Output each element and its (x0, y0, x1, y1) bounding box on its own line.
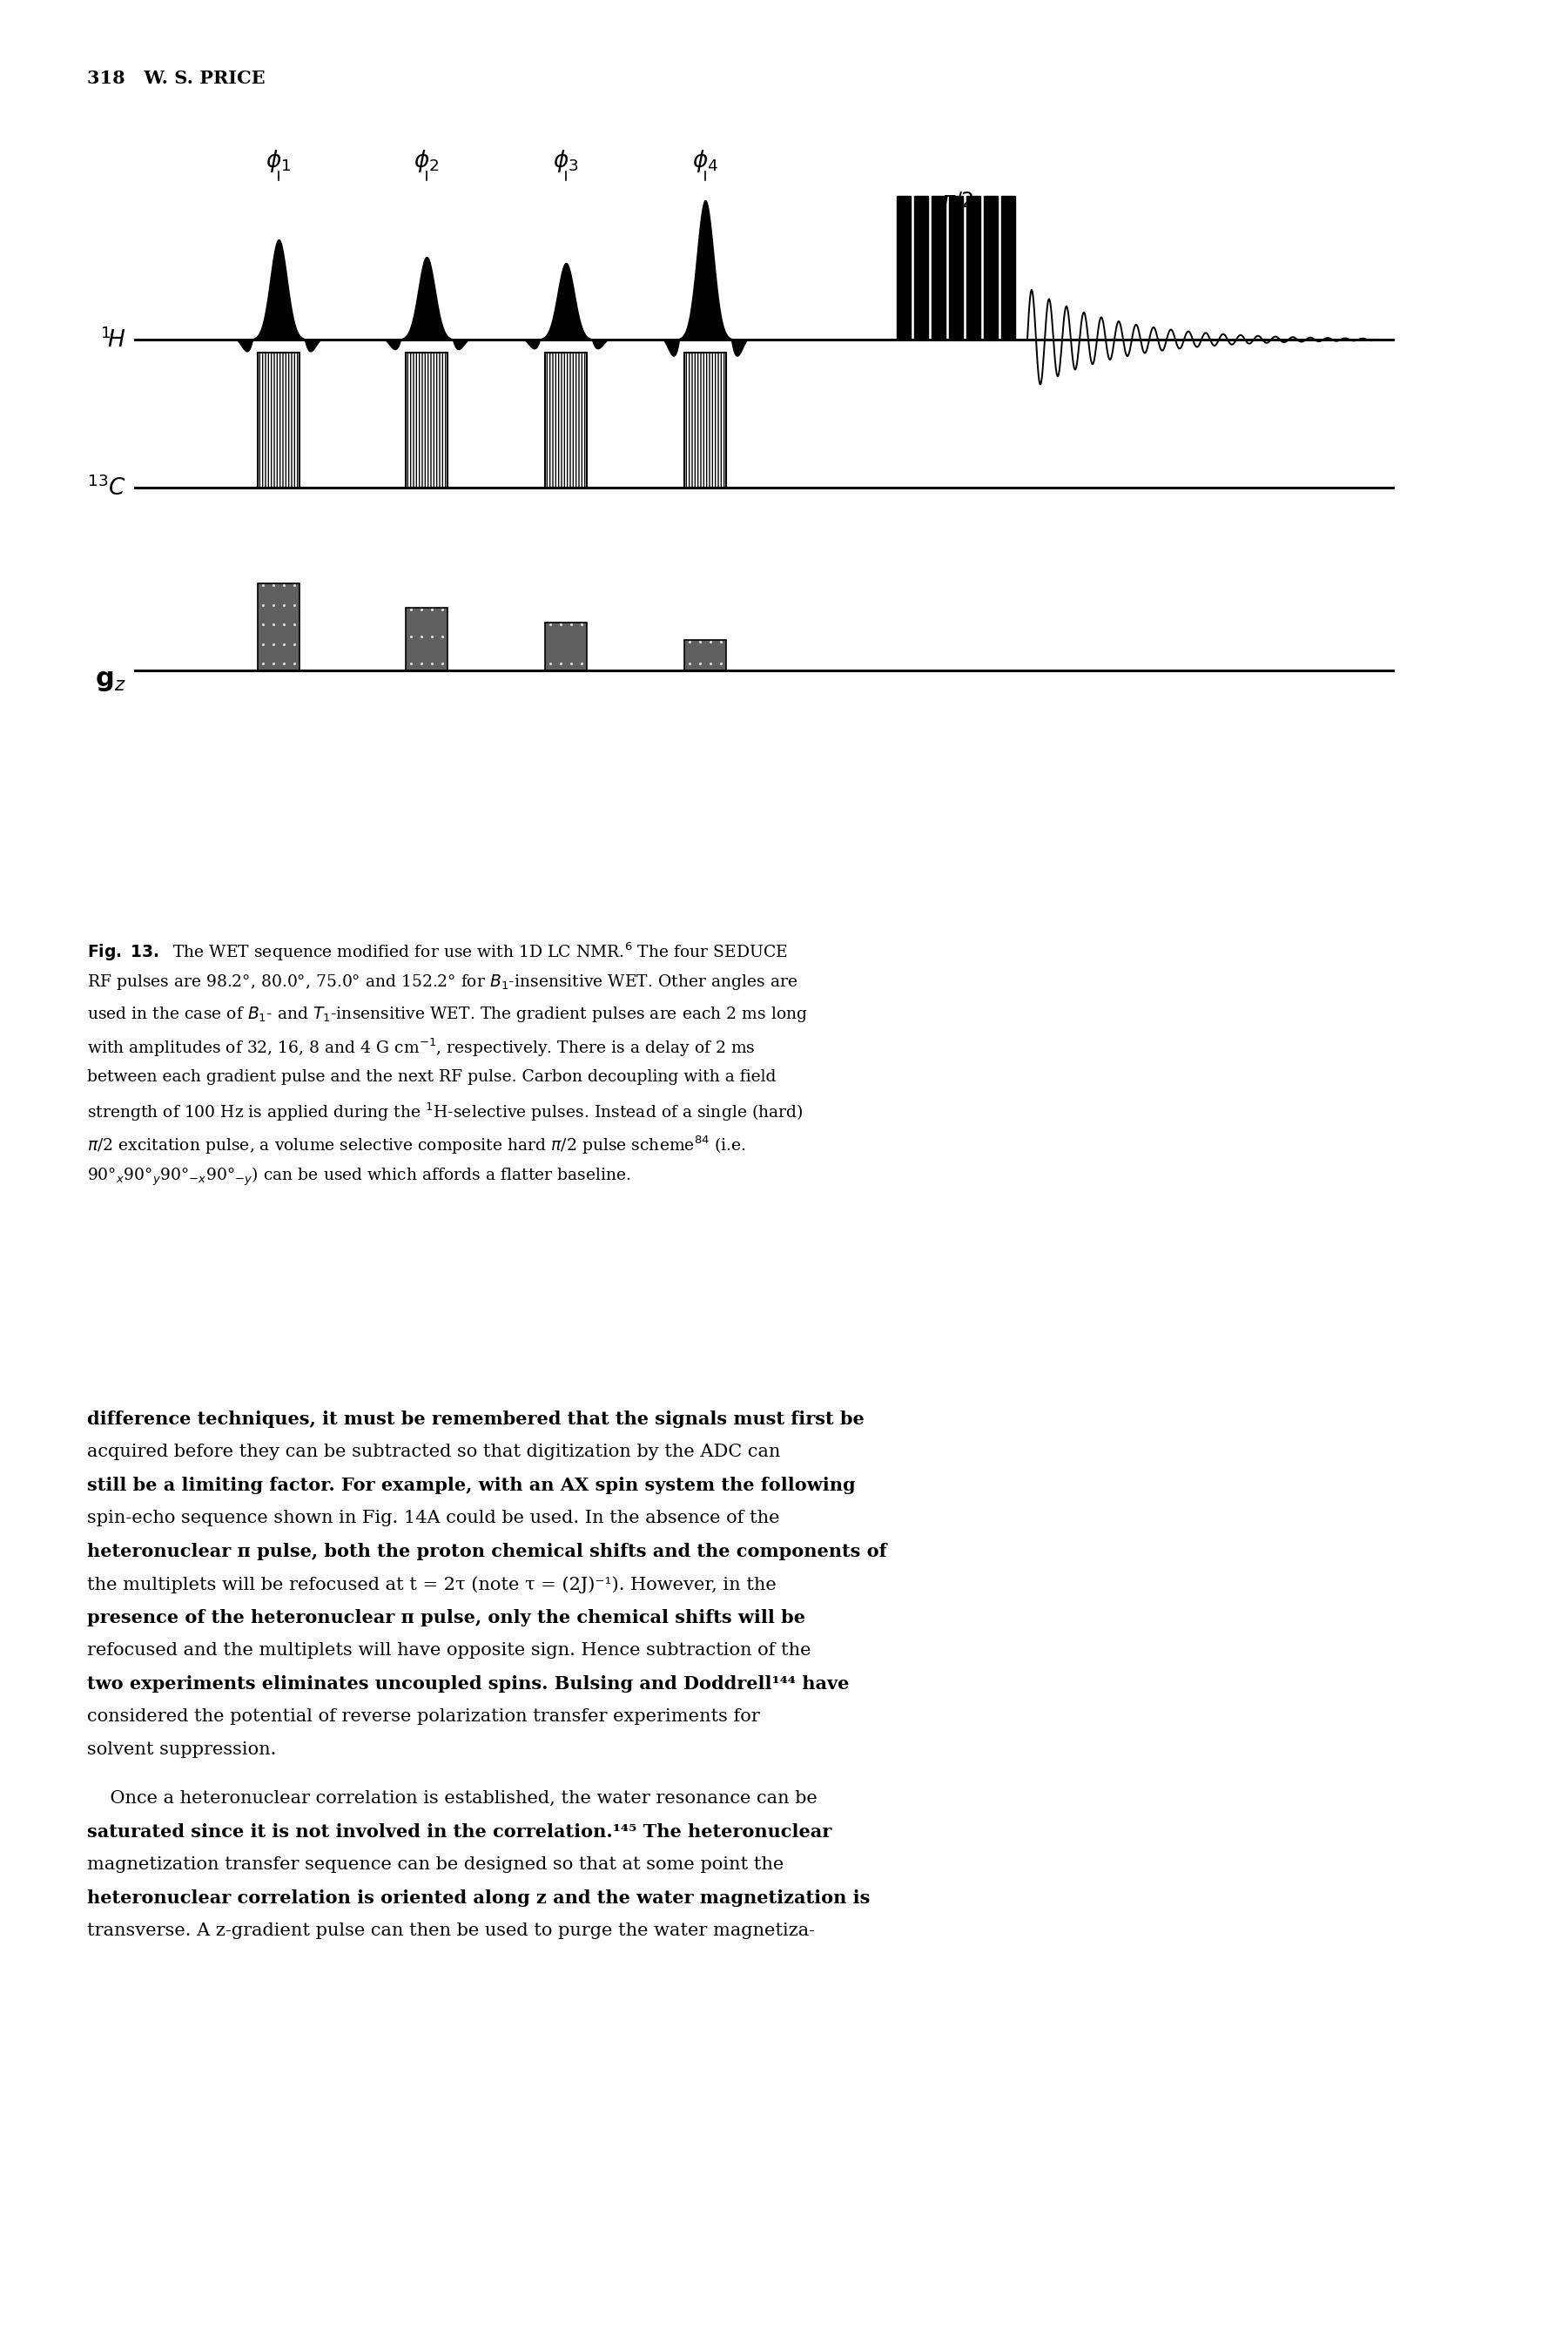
Text: 318   W. S. PRICE: 318 W. S. PRICE (88, 70, 265, 87)
Text: used in the case of $B_1$- and $T_1$-insensitive WET. The gradient pulses are ea: used in the case of $B_1$- and $T_1$-ins… (88, 1006, 808, 1025)
Text: $\pi$/2 excitation pulse, a volume selective composite hard $\pi$/2 pulse scheme: $\pi$/2 excitation pulse, a volume selec… (88, 1133, 746, 1156)
Text: solvent suppression.: solvent suppression. (88, 1741, 276, 1758)
Bar (406, 352, 447, 486)
Bar (406, 609, 447, 670)
Text: $\mathbf{Fig.\ 13.}$  The WET sequence modified for use with 1D LC NMR.$^6$ The : $\mathbf{Fig.\ 13.}$ The WET sequence mo… (88, 940, 787, 964)
Text: $\phi_2$: $\phi_2$ (414, 148, 439, 174)
Text: refocused and the multiplets will have opposite sign. Hence subtraction of the: refocused and the multiplets will have o… (88, 1643, 811, 1659)
Text: with amplitudes of 32, 16, 8 and 4 G cm$^{-1}$, respectively. There is a delay o: with amplitudes of 32, 16, 8 and 4 G cm$… (88, 1036, 756, 1060)
Bar (684, 352, 726, 486)
Bar (546, 623, 586, 670)
Text: strength of 100 Hz is applied during the $^1$H-selective pulses. Instead of a si: strength of 100 Hz is applied during the… (88, 1102, 803, 1123)
Text: transverse. A z-gradient pulse can then be used to purge the water magnetiza-: transverse. A z-gradient pulse can then … (88, 1922, 815, 1939)
Bar (949, 195, 963, 338)
Text: two experiments eliminates uncoupled spins. Bulsing and Doddrell¹⁴⁴ have: two experiments eliminates uncoupled spi… (88, 1676, 850, 1692)
Text: difference techniques, it must be remembered that the signals must first be: difference techniques, it must be rememb… (88, 1410, 864, 1429)
Bar (257, 583, 299, 670)
Text: $^{13}C$: $^{13}C$ (88, 475, 127, 501)
Text: RF pulses are 98.2°, 80.0°, 75.0° and 152.2° for $B_1$-insensitive WET. Other an: RF pulses are 98.2°, 80.0°, 75.0° and 15… (88, 973, 798, 992)
Text: $^1\!H$: $^1\!H$ (100, 327, 127, 353)
Bar (684, 639, 726, 670)
Text: $\mathbf{g}_z$: $\mathbf{g}_z$ (96, 665, 127, 693)
Text: still be a limiting factor. For example, with an AX spin system the following: still be a limiting factor. For example,… (88, 1476, 856, 1495)
Text: heteronuclear π pulse, both the proton chemical shifts and the components of: heteronuclear π pulse, both the proton c… (88, 1544, 887, 1560)
Text: acquired before they can be subtracted so that digitization by the ADC can: acquired before they can be subtracted s… (88, 1443, 781, 1459)
Bar (897, 195, 911, 338)
Bar (966, 195, 980, 338)
Bar (983, 195, 997, 338)
Bar (257, 352, 299, 486)
Text: between each gradient pulse and the next RF pulse. Carbon decoupling with a fiel: between each gradient pulse and the next… (88, 1069, 776, 1086)
Text: $\phi_1$: $\phi_1$ (267, 148, 292, 174)
Text: 90°$_x$90°$_y$90°$_{-x}$90°$_{-y}$) can be used which affords a flatter baseline: 90°$_x$90°$_y$90°$_{-x}$90°$_{-y}$) can … (88, 1166, 630, 1189)
Text: presence of the heteronuclear π pulse, only the chemical shifts will be: presence of the heteronuclear π pulse, o… (88, 1610, 806, 1626)
Text: $\phi_3$: $\phi_3$ (554, 148, 579, 174)
Text: spin-echo sequence shown in Fig. 14A could be used. In the absence of the: spin-echo sequence shown in Fig. 14A cou… (88, 1509, 779, 1525)
Text: $\phi_4$: $\phi_4$ (691, 148, 718, 174)
Bar (931, 195, 946, 338)
Bar (914, 195, 928, 338)
Text: magnetization transfer sequence can be designed so that at some point the: magnetization transfer sequence can be d… (88, 1857, 784, 1873)
Text: saturated since it is not involved in the correlation.¹⁴⁵ The heteronuclear: saturated since it is not involved in th… (88, 1824, 831, 1840)
Text: considered the potential of reverse polarization transfer experiments for: considered the potential of reverse pola… (88, 1708, 760, 1725)
Bar (1002, 195, 1014, 338)
Bar (546, 352, 586, 486)
Text: Once a heteronuclear correlation is established, the water resonance can be: Once a heteronuclear correlation is esta… (88, 1791, 817, 1807)
Text: $\pi/2$: $\pi/2$ (942, 190, 974, 211)
Text: heteronuclear correlation is oriented along z and the water magnetization is: heteronuclear correlation is oriented al… (88, 1889, 870, 1906)
Text: the multiplets will be refocused at t = 2τ (note τ = (2J)⁻¹). However, in the: the multiplets will be refocused at t = … (88, 1577, 776, 1593)
